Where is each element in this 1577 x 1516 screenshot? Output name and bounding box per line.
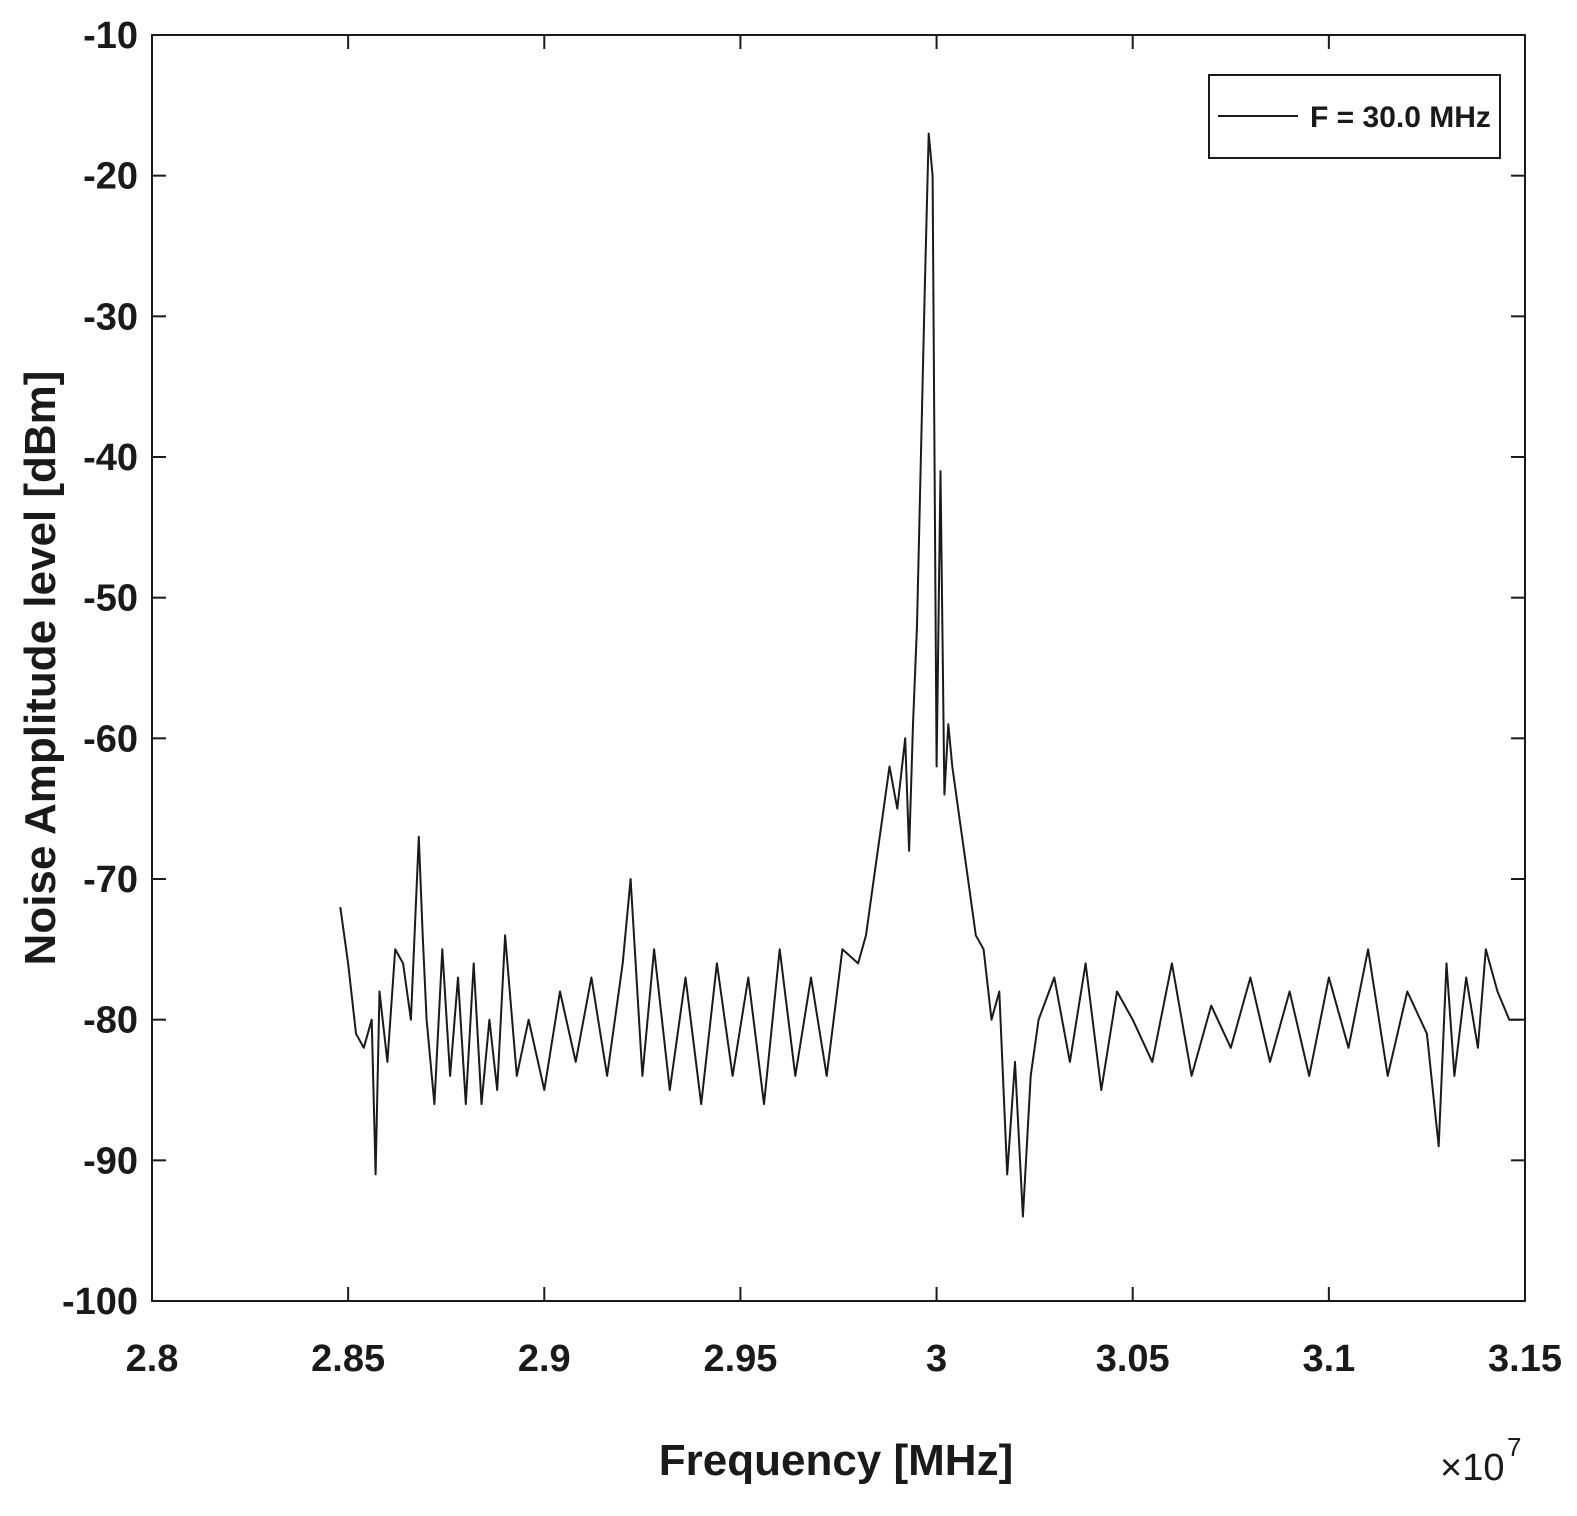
x-axis-title: Frequency [MHz] bbox=[659, 1436, 1013, 1485]
legend-label: F = 30.0 MHz bbox=[1310, 101, 1491, 134]
y-axis-title: Noise Amplitude level [dBm] bbox=[16, 371, 65, 966]
y-tick-label: -90 bbox=[83, 1140, 138, 1182]
x-tick-label: 3.05 bbox=[1096, 1338, 1170, 1380]
y-tick-label: -10 bbox=[83, 15, 138, 57]
legend: F = 30.0 MHz bbox=[1208, 74, 1501, 159]
series-group bbox=[339, 132, 1522, 1218]
y-tick-label: -60 bbox=[83, 718, 138, 760]
y-tick-label: -70 bbox=[83, 859, 138, 901]
x-ticks: 2.8 2.85 2.9 2.95 3 3.05 3.1 3.15 bbox=[126, 35, 1562, 1380]
plot-area: 2.8 2.85 2.9 2.95 3 3.05 3.1 3.15 -100 -90 -80 -70… bbox=[62, 15, 1562, 1380]
y-tick-label: -100 bbox=[62, 1281, 138, 1323]
y-tick-label: -20 bbox=[83, 156, 138, 198]
x-tick-label: 2.8 bbox=[126, 1338, 179, 1380]
y-tick-label: -30 bbox=[83, 296, 138, 338]
x-tick-label: 3.15 bbox=[1488, 1338, 1562, 1380]
x-exponent-label: ×10 7 bbox=[1440, 1432, 1521, 1489]
x-tick-label: 2.85 bbox=[311, 1338, 385, 1380]
x-tick-label: 3.1 bbox=[1302, 1338, 1355, 1380]
x-tick-label: 2.9 bbox=[518, 1338, 571, 1380]
y-ticks: -100 -90 -80 -70 -60 -50 -40 -30 -20 -10 bbox=[62, 15, 1525, 1323]
x-exponent-power: 7 bbox=[1507, 1432, 1521, 1462]
y-tick-label: -40 bbox=[83, 437, 138, 479]
x-tick-label: 3 bbox=[926, 1338, 947, 1380]
series-line bbox=[339, 132, 1522, 1218]
y-tick-label: -80 bbox=[83, 1000, 138, 1042]
y-tick-label: -50 bbox=[83, 578, 138, 620]
x-exponent-base: ×10 bbox=[1440, 1447, 1504, 1489]
x-tick-label: 2.95 bbox=[703, 1338, 777, 1380]
axes-box bbox=[151, 34, 1526, 1302]
